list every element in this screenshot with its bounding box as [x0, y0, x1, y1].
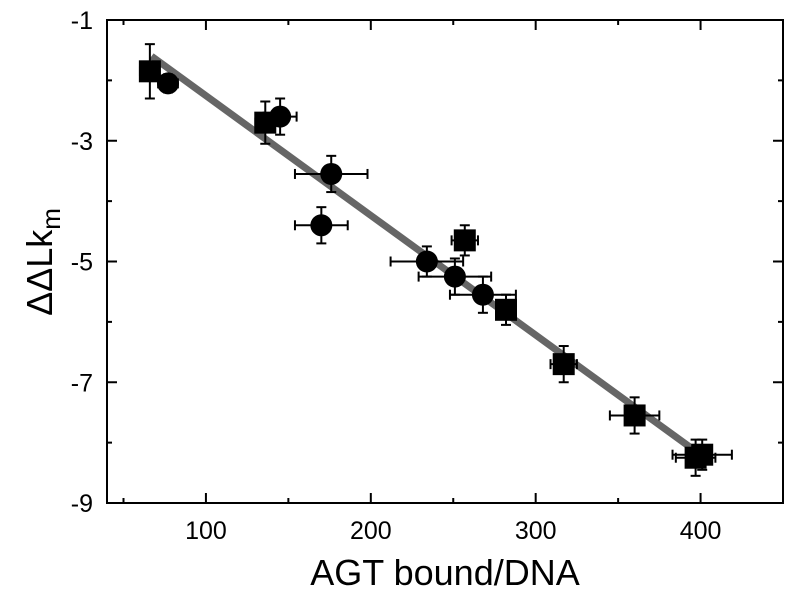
data-marks	[138, 43, 733, 477]
y-tick-label: -1	[71, 7, 93, 35]
x-tick-label: 100	[185, 517, 227, 545]
data-point-circle	[320, 162, 343, 185]
y-tick-label: -9	[71, 490, 93, 518]
data-point-square	[552, 353, 575, 376]
data-point-square	[254, 111, 277, 134]
x-tick-label: 200	[350, 517, 392, 545]
x-axis-label: AGT bound/DNA	[310, 552, 579, 593]
data-point-square	[623, 404, 646, 427]
data-point-square	[453, 229, 476, 252]
x-tick-label: 400	[680, 517, 722, 545]
axis-ticks: 100 200 300 400 -1 -3 -5 -7 -9	[71, 7, 783, 545]
y-tick-label: -5	[71, 249, 93, 277]
data-point-circle	[157, 72, 180, 95]
data-point-square	[138, 60, 161, 83]
data-point-circle	[471, 283, 494, 306]
x-tick-label: 300	[515, 517, 557, 545]
y-tick-label: -7	[71, 369, 93, 397]
data-point-circle	[415, 250, 438, 273]
data-point-square	[495, 298, 518, 321]
y-axis-label: ΔΔLkm	[19, 208, 66, 316]
y-tick-label: -3	[71, 128, 93, 156]
data-point-circle	[443, 265, 466, 288]
y-axis-label-sub: m	[36, 208, 66, 230]
y-axis-label-main: ΔΔLk	[19, 229, 60, 316]
data-point-square	[691, 443, 714, 466]
data-point-circle	[310, 214, 333, 237]
